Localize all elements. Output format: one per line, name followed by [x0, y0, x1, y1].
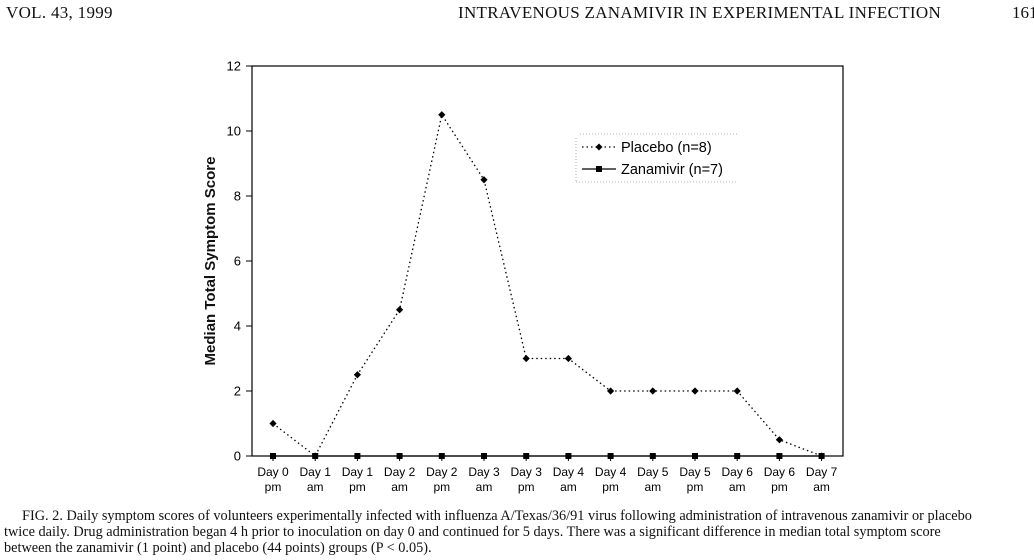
- data-point-placebo: [607, 387, 615, 395]
- caption-line-1: FIG. 2. Daily symptom scores of voluntee…: [22, 508, 972, 524]
- y-tick-label: 12: [227, 59, 241, 74]
- y-tick-label: 10: [227, 124, 241, 139]
- x-tick-label-day: Day 2: [426, 465, 458, 479]
- data-point-placebo: [311, 452, 319, 460]
- plot-frame: [251, 65, 844, 457]
- x-tick-label-period: am: [560, 480, 577, 494]
- y-tick-label: 0: [234, 449, 241, 464]
- data-point-placebo: [438, 111, 446, 119]
- x-tick-label-day: Day 3: [468, 465, 500, 479]
- x-tick-label-period: am: [307, 480, 324, 494]
- data-point-placebo: [564, 354, 572, 363]
- x-tick-label-period: am: [729, 480, 746, 494]
- data-point-zanamivir: [523, 453, 530, 459]
- x-tick-label-period: am: [476, 480, 493, 494]
- data-point-placebo: [775, 436, 783, 444]
- x-tick-label-period: am: [813, 480, 830, 494]
- x-tick-label-day: Day 6: [722, 465, 754, 479]
- data-point-placebo: [522, 354, 530, 363]
- figure-caption: FIG. 2. Daily symptom scores of voluntee…: [4, 508, 1034, 556]
- journal-volume: VOL. 43, 1999: [6, 3, 113, 22]
- x-tick-label-day: Day 4: [553, 465, 585, 479]
- legend-label-placebo: Placebo (n=8): [621, 140, 712, 156]
- page-number: 161: [1012, 3, 1034, 22]
- x-tick-label-day: Day 7: [806, 465, 838, 479]
- x-tick-label-day: Day 5: [679, 465, 711, 479]
- y-tick-label: 8: [234, 189, 241, 204]
- x-tick-label-day: Day 1: [300, 465, 332, 479]
- x-tick-label-day: Day 3: [511, 465, 543, 479]
- y-tick-label: 6: [234, 254, 241, 269]
- x-tick-label-period: am: [391, 480, 408, 494]
- x-tick-label-day: Day 6: [764, 465, 796, 479]
- x-tick-label-period: am: [644, 480, 661, 494]
- caption-line-2: twice daily. Drug administration began 4…: [4, 524, 941, 540]
- symptom-score-chart: 0 2 4 6 8 10 12 Median Total Symptom Score Day 0…: [202, 59, 844, 494]
- x-tick-label-period: pm: [602, 480, 619, 494]
- legend-swatch-placebo-marker: [595, 143, 603, 151]
- running-title: INTRAVENOUS ZANAMIVIR IN EXPERIMENTAL IN…: [458, 3, 942, 22]
- data-point-placebo: [818, 452, 826, 460]
- series-line-placebo: [272, 113, 822, 457]
- x-tick-label-day: Day 0: [257, 465, 289, 479]
- legend-swatch-zanamivir-marker: [596, 166, 602, 172]
- x-tick-label-day: Day 4: [595, 465, 627, 479]
- data-point-zanamivir: [734, 453, 741, 459]
- page-header: VOL. 43, 1999 INTRAVENOUS ZANAMIVIR IN E…: [0, 0, 1034, 26]
- data-point-placebo: [269, 419, 277, 428]
- data-point-zanamivir: [692, 453, 698, 459]
- data-point-placebo: [396, 306, 404, 314]
- data-point-zanamivir: [481, 453, 487, 459]
- y-tick-label: 2: [234, 384, 241, 399]
- data-point-zanamivir: [607, 453, 614, 459]
- x-tick-label-period: pm: [771, 480, 788, 494]
- data-point-zanamivir: [354, 453, 361, 459]
- data-point-zanamivir: [270, 453, 276, 459]
- data-point-placebo: [733, 387, 741, 395]
- data-point-zanamivir: [396, 453, 403, 459]
- y-tick-label: 4: [234, 319, 241, 334]
- data-point-zanamivir: [438, 453, 445, 459]
- x-tick-label-day: Day 1: [342, 465, 374, 479]
- x-tick-label-period: pm: [518, 480, 535, 494]
- data-point-zanamivir: [776, 453, 783, 459]
- y-axis-label: Median Total Symptom Score: [202, 157, 219, 366]
- x-tick-label-period: pm: [687, 480, 704, 494]
- legend-label-zanamivir: Zanamivir (n=7): [621, 162, 723, 178]
- data-point-placebo: [691, 387, 699, 395]
- data-point-zanamivir: [649, 453, 656, 459]
- data-point-placebo: [480, 176, 488, 184]
- x-tick-label-period: pm: [349, 480, 366, 494]
- x-tick-label-period: pm: [265, 480, 282, 494]
- x-tick-label-period: pm: [433, 480, 450, 494]
- x-tick-label-day: Day 5: [637, 465, 669, 479]
- caption-line-3: between the zanamivir (1 point) and plac…: [4, 540, 432, 556]
- data-point-placebo: [353, 371, 361, 379]
- data-point-zanamivir: [565, 453, 572, 459]
- x-tick-label-day: Day 2: [384, 465, 416, 479]
- data-point-placebo: [649, 387, 657, 395]
